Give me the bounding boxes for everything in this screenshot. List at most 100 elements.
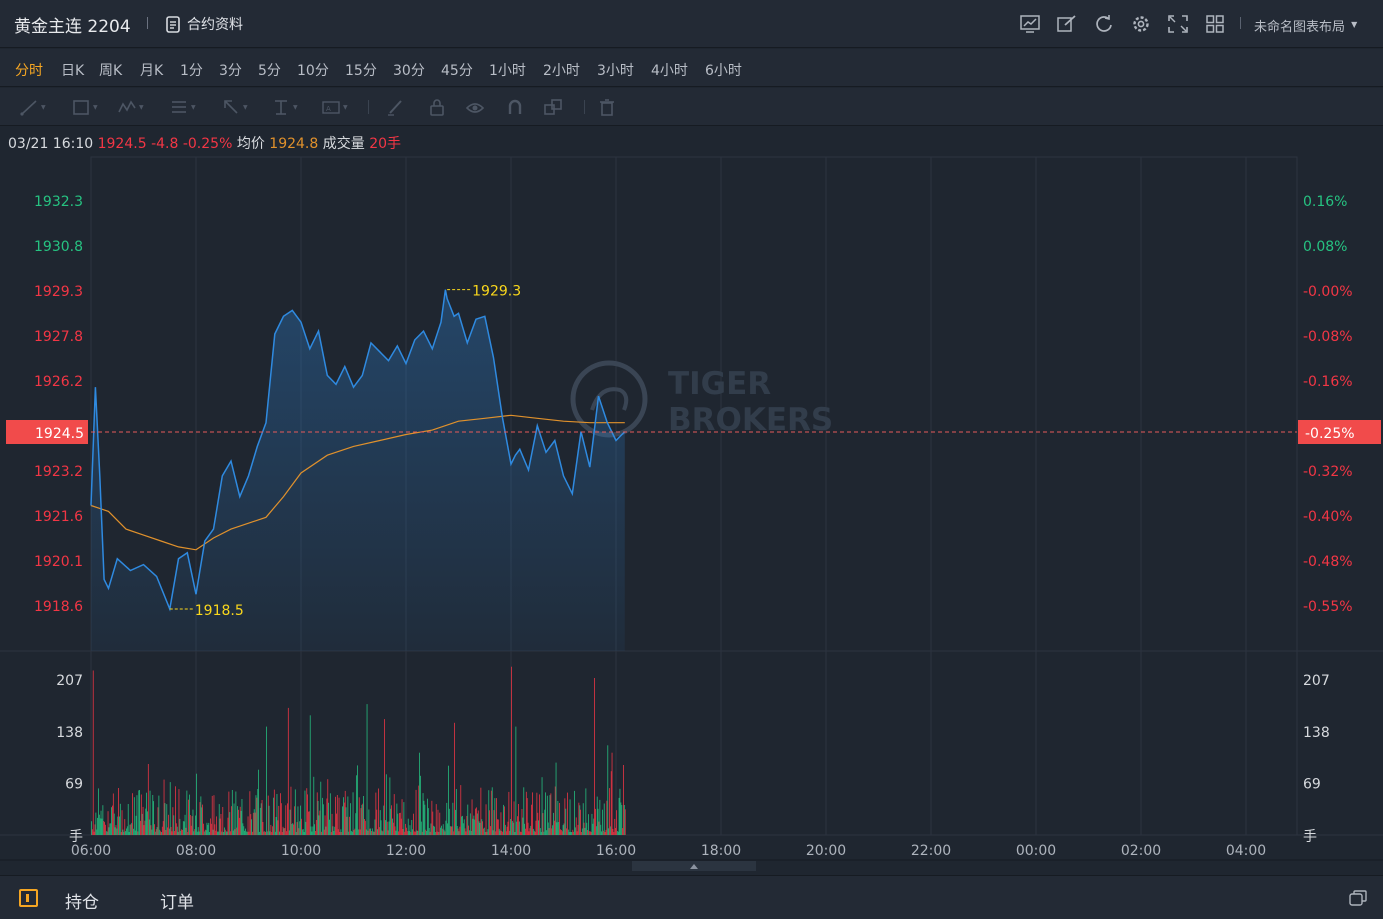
volume-bar (180, 830, 182, 835)
period-tab-14[interactable]: 4小时 (651, 63, 688, 79)
volume-bar (523, 787, 525, 835)
volume-bar (310, 826, 312, 835)
period-tab-7[interactable]: 10分 (297, 63, 329, 79)
volume-bar (613, 832, 615, 835)
volume-bar (453, 831, 455, 835)
volume-bar (333, 831, 335, 835)
volume-bar (245, 828, 246, 835)
volume-bar (255, 795, 257, 835)
volume-bar (357, 829, 359, 835)
volume-bar (251, 819, 252, 835)
period-tab-11[interactable]: 1小时 (489, 63, 526, 79)
volume-bar (130, 824, 132, 835)
volume-bar (164, 803, 166, 835)
lock-icon[interactable] (428, 97, 446, 117)
fibonacci-tool-icon[interactable]: ▼ (170, 97, 196, 117)
volume-bar (181, 829, 182, 835)
volume-bar (356, 775, 357, 835)
volume-bar (472, 818, 474, 835)
popout-icon[interactable] (1349, 890, 1367, 910)
volume-bar (461, 816, 462, 835)
volume-bar (568, 831, 570, 835)
trash-icon[interactable] (598, 97, 616, 117)
volume-bar (450, 826, 452, 835)
volume-bar (503, 804, 504, 835)
volume-bar (504, 824, 506, 835)
grid-layout-icon[interactable] (1203, 13, 1226, 35)
panel-toggle-icon[interactable] (19, 889, 38, 907)
volume-bar (542, 813, 544, 835)
volume-bar (604, 832, 606, 835)
edit-icon[interactable] (1055, 13, 1078, 35)
volume-bar (398, 831, 399, 835)
fullscreen-icon[interactable] (1166, 13, 1189, 35)
volume-bar (550, 793, 552, 835)
pattern-tool-icon[interactable]: ▼ (118, 97, 144, 117)
volume-bar (397, 813, 399, 835)
line-tool-icon[interactable]: ▼ (20, 97, 46, 117)
volume-bar (483, 828, 484, 835)
panel-collapse-handle[interactable] (632, 861, 756, 871)
volume-bar (105, 824, 106, 835)
volume-bar (91, 829, 93, 835)
volume-bar (382, 831, 384, 835)
tab-orders[interactable]: 订单 (160, 893, 194, 913)
measure-tool-icon[interactable]: ▼ (272, 97, 298, 117)
volume-bar (168, 828, 170, 835)
tab-positions[interactable]: 持仓 (65, 893, 99, 913)
volume-bar (611, 752, 613, 835)
period-tab-12[interactable]: 2小时 (543, 63, 580, 79)
volume-bar (91, 821, 92, 835)
period-tab-6[interactable]: 5分 (258, 63, 281, 79)
volume-bar (421, 831, 423, 835)
text-tool-icon[interactable]: A ▼ (322, 97, 348, 117)
volume-bar (390, 808, 392, 835)
volume-bar (539, 828, 541, 835)
volume-bar (266, 831, 268, 835)
volume-bar (295, 832, 297, 835)
volume-bar (226, 831, 228, 835)
period-tab-8[interactable]: 15分 (345, 63, 377, 79)
percent-tick-label: -0.48% (1303, 554, 1353, 570)
period-tab-0[interactable]: 分时 (15, 63, 43, 79)
title-divider (147, 17, 148, 29)
volume-bar (524, 823, 525, 835)
copy-icon[interactable] (544, 97, 562, 117)
info-change: -4.8 (151, 136, 179, 152)
period-tab-1[interactable]: 日K (61, 63, 85, 79)
volume-bar (555, 762, 557, 835)
volume-bar (293, 824, 294, 835)
period-tab-13[interactable]: 3小时 (597, 63, 634, 79)
contract-info-button[interactable]: 合约资料 (165, 14, 243, 34)
magnet-icon[interactable] (506, 97, 524, 117)
volume-bar (596, 796, 598, 835)
period-tab-10[interactable]: 45分 (441, 63, 473, 79)
layout-dropdown[interactable]: 未命名图表布局 ▼ (1254, 16, 1357, 35)
rectangle-tool-icon[interactable]: ▼ (72, 97, 98, 117)
volume-bar (132, 793, 133, 835)
period-tab-4[interactable]: 1分 (180, 63, 203, 79)
volume-bar (540, 831, 542, 835)
volume-bar (221, 831, 223, 835)
period-tab-5[interactable]: 3分 (219, 63, 242, 79)
volume-bar (374, 819, 376, 835)
period-tab-3[interactable]: 月K (140, 63, 164, 79)
refresh-icon[interactable] (1092, 13, 1115, 35)
brush-icon[interactable] (386, 97, 404, 117)
chart-icon[interactable] (1018, 13, 1041, 35)
percent-tick-label: -0.00% (1303, 284, 1353, 300)
volume-bar (179, 818, 181, 835)
period-tab-15[interactable]: 6小时 (705, 63, 742, 79)
period-tab-2[interactable]: 周K (99, 63, 123, 79)
gear-icon[interactable] (1129, 13, 1152, 35)
volume-bar (569, 799, 571, 835)
volume-bar (318, 815, 320, 835)
arrow-tool-icon[interactable]: ▼ (222, 97, 248, 117)
price-tick-label: 1927.8 (34, 329, 83, 345)
caret-down-icon: ▼ (139, 103, 144, 111)
volume-bar (364, 819, 365, 835)
volume-bar (212, 829, 214, 835)
period-tab-9[interactable]: 30分 (393, 63, 425, 79)
eye-icon[interactable] (466, 97, 484, 117)
